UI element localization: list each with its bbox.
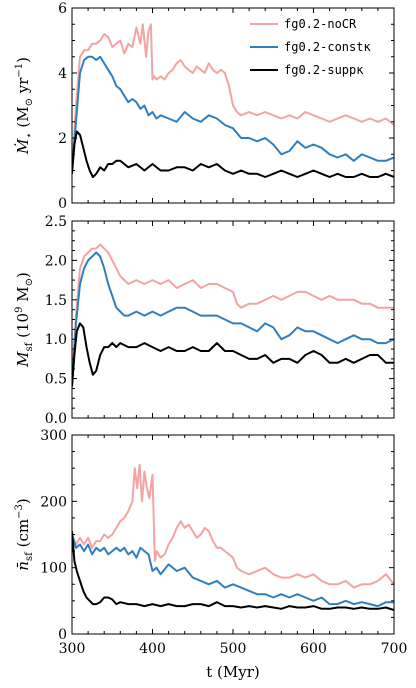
- y-label-close: ): [14, 498, 32, 504]
- y-label-unit-subscript: ⊙: [24, 98, 35, 106]
- series-line-2: [72, 55, 394, 171]
- y-label-unit: (10: [14, 313, 32, 343]
- series-line-1: [72, 23, 394, 171]
- y-tick-label: 0.0: [45, 411, 67, 427]
- legend-label: fg0.2-suppκ: [284, 63, 364, 77]
- x-tick-label: 300: [59, 641, 86, 657]
- y-label-symbol: Ṁ: [14, 138, 32, 155]
- y-label-unit-superscript: −3: [14, 504, 25, 519]
- y-tick-label: 2.0: [45, 253, 67, 269]
- y-tick-label: 0: [58, 627, 67, 643]
- y-label-unit-superscript: 9: [14, 307, 25, 313]
- y-label-subscript: sf: [24, 551, 35, 561]
- y-label-unit: (cm: [14, 519, 32, 552]
- y-label-unit-superscript: −1: [14, 63, 25, 78]
- y-axis-label: n̄sf (cm−3): [14, 498, 35, 570]
- x-tick-label: 500: [220, 641, 247, 657]
- y-label-symbol: n̄: [14, 561, 32, 571]
- x-tick-label: 400: [139, 641, 166, 657]
- y-label-close: ): [14, 57, 32, 63]
- series-line-3: [72, 322, 394, 387]
- y-tick-label: 0: [58, 196, 67, 212]
- y-tick-label: 100: [40, 561, 67, 577]
- y-label-unit-subscript: ⊙: [24, 278, 35, 286]
- y-label-unit-tail: yr: [14, 77, 32, 98]
- x-tick-label: 700: [381, 641, 408, 657]
- y-tick-label: 2.5: [45, 214, 67, 230]
- x-axis-label: t (Myr): [206, 663, 260, 681]
- legend: fg0.2-noCR fg0.2-constκ fg0.2-suppκ: [250, 17, 371, 77]
- series-line-3: [72, 531, 394, 612]
- y-tick-label: 4: [58, 66, 67, 82]
- y-label-close: ): [14, 272, 32, 278]
- y-tick-label: 300: [40, 428, 67, 444]
- y-label-unit-tail: M: [14, 286, 32, 306]
- series-line-1: [72, 243, 394, 379]
- series-line-3: [72, 130, 394, 178]
- y-tick-label: 0.5: [45, 372, 67, 388]
- series-line-2: [72, 251, 394, 387]
- legend-label: fg0.2-constκ: [284, 40, 371, 54]
- plot-frame: [71, 434, 395, 635]
- y-label-subscript: sf: [24, 341, 35, 351]
- plot-frame: [71, 220, 395, 419]
- y-label-symbol: M: [14, 351, 32, 368]
- y-tick-label: 2: [58, 131, 67, 147]
- series-line-1: [72, 463, 394, 589]
- y-axis-label: Msf (109 M⊙): [14, 272, 35, 368]
- panel-3: 0 100 200 300 300 400 500 600 700 t (Myr) n̄sf (cm…: [14, 428, 407, 681]
- y-tick-label: 6: [58, 1, 67, 17]
- x-tick-label: 600: [300, 641, 327, 657]
- y-tick-label: 1.5: [45, 293, 67, 309]
- y-tick-label: 1.0: [45, 332, 67, 348]
- y-label-unit: (M: [14, 106, 32, 132]
- legend-label: fg0.2-noCR: [284, 17, 357, 31]
- y-tick-label: 200: [40, 494, 67, 510]
- y-label-subscript: ⋆: [24, 132, 35, 138]
- series-line-2: [72, 534, 394, 608]
- y-axis-label: Ṁ⋆ (M⊙ yr−1): [14, 57, 35, 155]
